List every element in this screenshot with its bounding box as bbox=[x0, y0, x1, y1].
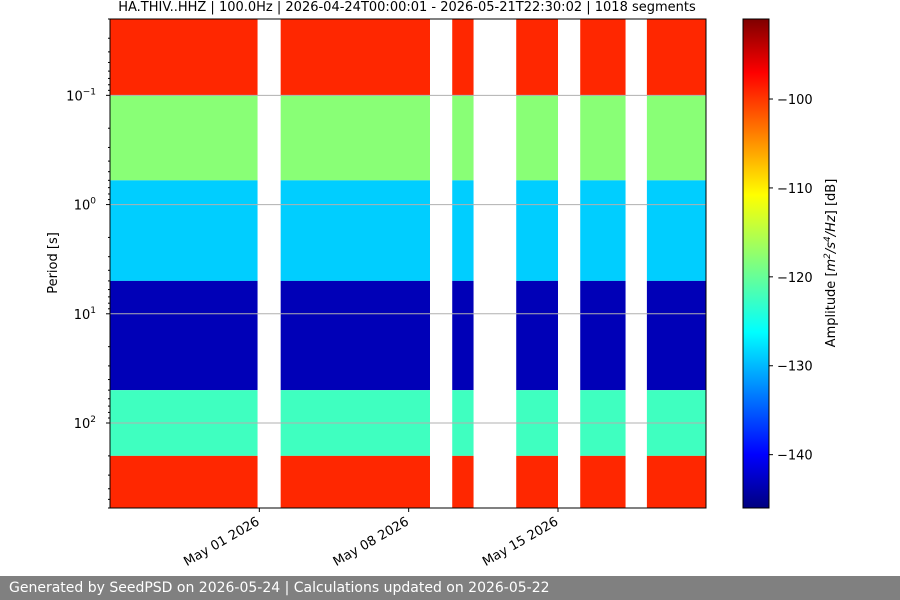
colorbar-label-exp4: 4 bbox=[823, 236, 833, 242]
colorbar-label-exp2: 2 bbox=[823, 253, 833, 259]
heatmap-period-band bbox=[110, 95, 706, 181]
y-tick-label: 10−1 bbox=[66, 87, 96, 104]
heatmap-period-band bbox=[110, 19, 706, 96]
data-gap bbox=[625, 19, 647, 508]
plot-frame bbox=[109, 18, 707, 509]
chart-title: HA.THIV..HHZ | 100.0Hz | 2026-04-24T00:0… bbox=[118, 0, 696, 15]
y-tick-label: 100 bbox=[74, 197, 97, 214]
colorbar bbox=[742, 18, 770, 509]
y-tick-label: 102 bbox=[74, 415, 96, 432]
x-tick-label: May 01 2026 bbox=[181, 514, 262, 569]
data-gap bbox=[430, 19, 453, 508]
data-gap bbox=[257, 19, 281, 508]
heatmap-period-band bbox=[110, 455, 706, 508]
colorbar-label: Amplitude [m2/s4/Hz] [dB] bbox=[823, 179, 839, 348]
colorbar-tick-label: −120 bbox=[777, 271, 813, 286]
heatmap-period-band bbox=[110, 280, 706, 391]
colorbar-label-s: /s bbox=[824, 242, 839, 254]
data-gap bbox=[558, 19, 581, 508]
colorbar-label-hz: /Hz bbox=[824, 214, 839, 237]
grid-lines bbox=[110, 94, 706, 424]
colorbar-tick-label: −140 bbox=[777, 449, 813, 464]
x-axis-ticks: May 01 2026 May 08 2026 May 15 2026 bbox=[181, 508, 561, 570]
colorbar-label-suffix: ] [dB] bbox=[824, 179, 839, 216]
data-gap bbox=[473, 19, 517, 508]
y-tick-label: 101 bbox=[74, 306, 96, 323]
colorbar-ticks: −100 −110 −120 −130 −140 bbox=[769, 93, 813, 464]
colorbar-tick-label: −130 bbox=[777, 360, 813, 375]
x-tick-label: May 15 2026 bbox=[480, 514, 561, 569]
colorbar-tick-label: −100 bbox=[777, 93, 813, 108]
heatmap-period-band bbox=[110, 180, 706, 281]
y-axis-label: Period [s] bbox=[46, 232, 61, 294]
colorbar-label-m: m bbox=[824, 259, 839, 272]
x-tick-label: May 08 2026 bbox=[331, 514, 412, 569]
footer-bar: Generated by SeedPSD on 2026-05-24 | Cal… bbox=[0, 576, 900, 600]
colorbar-tick-label: −110 bbox=[777, 182, 813, 197]
y-axis-ticks: 10−1 100 101 102 bbox=[66, 18, 110, 509]
colorbar-label-prefix: Amplitude [ bbox=[824, 271, 839, 347]
spectrogram-heatmap bbox=[110, 19, 706, 508]
